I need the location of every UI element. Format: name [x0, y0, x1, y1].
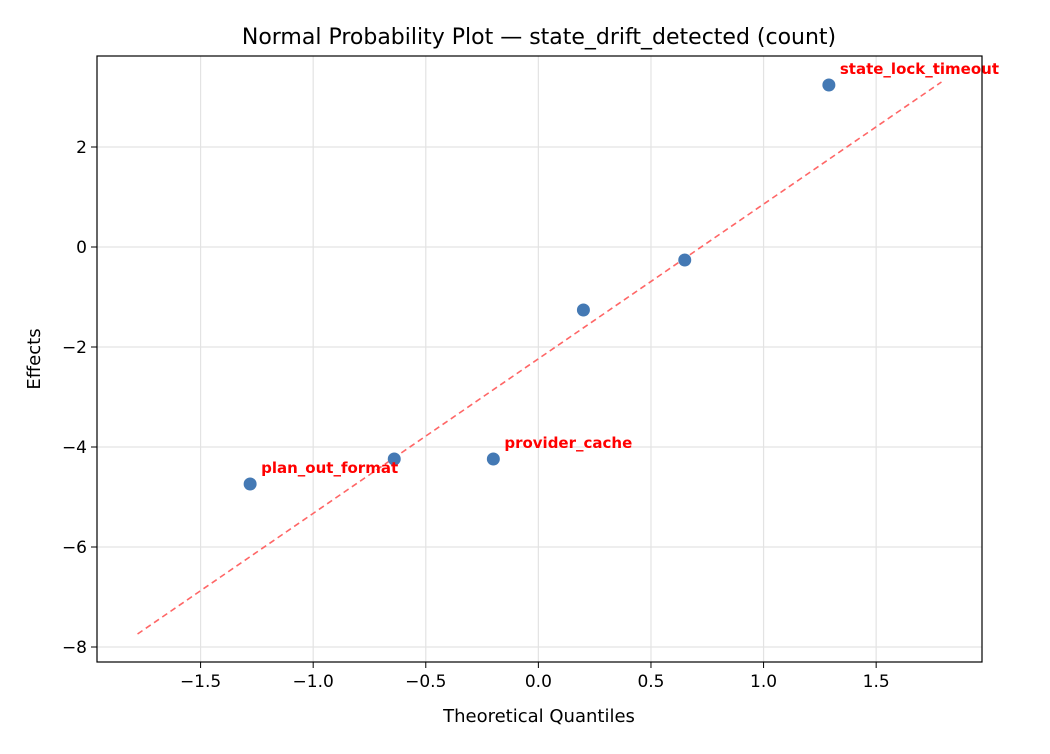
annotations-group: plan_out_format provider_cache state_lock_…: [261, 60, 999, 477]
chart-title: Normal Probability Plot — state_drift_de…: [242, 25, 836, 50]
plot-frame: [96, 55, 983, 663]
data-point: [243, 477, 257, 491]
y-tick-label: 2: [76, 138, 87, 158]
grid: [97, 56, 982, 662]
ticks-group: −1.5 −1.0 −0.5 0.0 0.5 1.0 1.5 2 0 −2 −4 −6 −8: [62, 138, 890, 692]
x-tick-label: 0.0: [525, 672, 552, 692]
x-axis-label: Theoretical Quantiles: [442, 706, 635, 727]
x-tick-label: 1.0: [750, 672, 777, 692]
x-tick-label: −1.0: [293, 672, 334, 692]
data-point: [822, 78, 836, 92]
point-annotation: plan_out_format: [261, 459, 398, 477]
y-axis-label: Effects: [24, 328, 45, 389]
points-group: [243, 78, 836, 491]
data-point: [486, 452, 500, 466]
reference-line: [137, 81, 942, 635]
reference-line-group: [137, 81, 942, 635]
data-point: [576, 303, 590, 317]
y-tick-label: −8: [62, 638, 87, 658]
x-tick-label: 0.5: [637, 672, 664, 692]
x-tick-label: −0.5: [405, 672, 446, 692]
y-tick-label: −6: [62, 538, 87, 558]
data-point: [387, 452, 401, 466]
x-tick-label: 1.5: [863, 672, 890, 692]
point-annotation: state_lock_timeout: [840, 60, 999, 78]
y-tick-label: −4: [62, 438, 87, 458]
data-point: [678, 253, 692, 267]
y-tick-label: −2: [62, 338, 87, 358]
point-annotation: provider_cache: [504, 434, 632, 452]
y-tick-label: 0: [76, 238, 87, 258]
x-tick-label: −1.5: [180, 672, 221, 692]
